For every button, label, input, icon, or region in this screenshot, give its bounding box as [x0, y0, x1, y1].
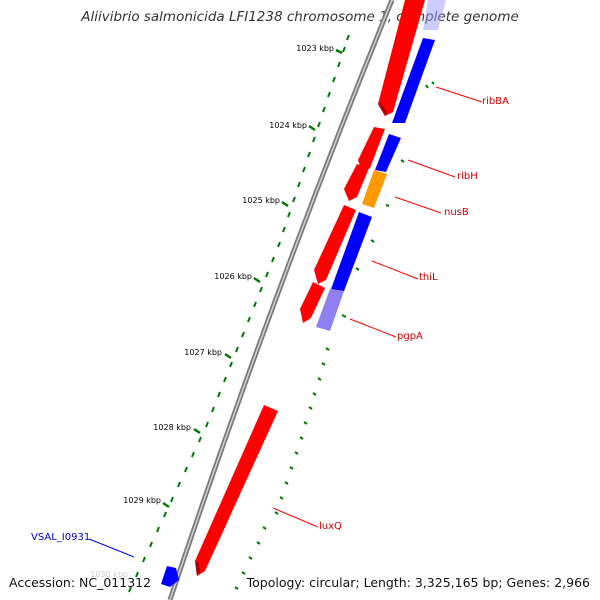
- cds-feature[interactable]: [300, 282, 325, 323]
- reverse-strand-features: [161, 0, 446, 587]
- gene-label-luxq[interactable]: luxQ: [319, 521, 342, 532]
- cds-feature[interactable]: [314, 205, 356, 284]
- cds-feature-vsal-i0931[interactable]: [161, 566, 179, 587]
- cds-feature-pgpa[interactable]: [316, 289, 344, 331]
- genome-backbone: [167, 0, 395, 600]
- cds-feature-luxq[interactable]: [195, 405, 278, 576]
- cds-feature[interactable]: [392, 38, 435, 123]
- cds-feature[interactable]: [358, 127, 385, 172]
- tick-label-1026: 1026 kbp: [214, 272, 252, 281]
- forward-strand-features: [195, 0, 425, 576]
- accession-text: Accession: NC_011312: [9, 575, 152, 590]
- cds-feature-ribh[interactable]: [375, 134, 401, 172]
- tick-label-1027: 1027 kbp: [184, 348, 222, 357]
- kbp-tick-mark: [308, 124, 316, 132]
- inner-tick-track: [234, 81, 435, 590]
- gene-label-nusb[interactable]: nusB: [444, 207, 469, 218]
- kbp-tick-mark: [253, 276, 261, 284]
- kbp-tick-mark: [162, 501, 170, 509]
- genome-summary-text: Topology: circular; Length: 3,325,165 bp…: [246, 575, 590, 590]
- gene-label-vsal-i0931[interactable]: VSAL_I0931: [31, 532, 90, 543]
- tick-label-1023: 1023 kbp: [296, 44, 334, 53]
- tick-label-1028: 1028 kbp: [153, 423, 191, 432]
- cds-feature-top-faded[interactable]: [423, 0, 446, 30]
- kbp-tick-mark: [335, 48, 343, 55]
- kbp-tick-mark: [193, 427, 201, 435]
- cds-feature-nusb[interactable]: [362, 170, 387, 208]
- gene-label-ribh[interactable]: ribH: [457, 171, 478, 182]
- kbp-tick-mark: [224, 352, 232, 360]
- cds-feature[interactable]: [378, 0, 425, 116]
- tick-label-1029: 1029 kbp: [123, 496, 161, 505]
- outer-tick-track: [128, 34, 350, 593]
- tick-label-1025: 1025 kbp: [242, 196, 280, 205]
- cds-feature-thil[interactable]: [331, 212, 372, 291]
- cds-feature[interactable]: [344, 164, 369, 201]
- gene-label-pgpa[interactable]: pgpA: [397, 331, 423, 342]
- gene-label-thil[interactable]: thiL: [419, 272, 438, 283]
- kbp-tick-mark: [281, 200, 289, 208]
- gene-label-ribba[interactable]: ribBA: [482, 96, 509, 107]
- tick-label-1030: 1030 kbp: [90, 570, 128, 579]
- tick-label-1024: 1024 kbp: [269, 121, 307, 130]
